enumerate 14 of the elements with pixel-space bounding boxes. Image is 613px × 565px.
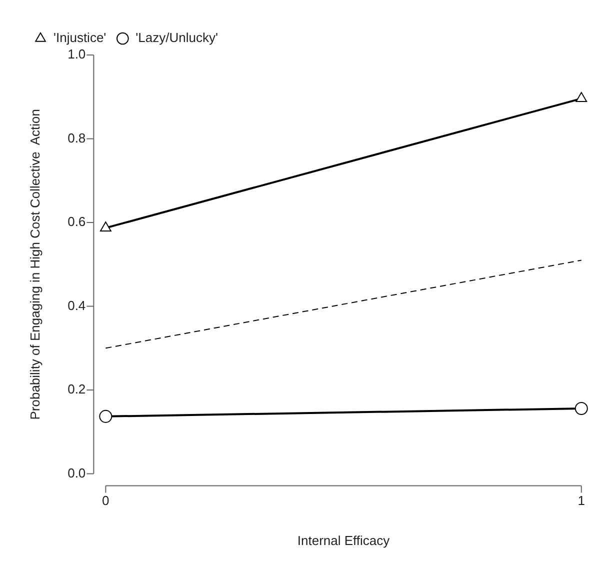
y-tick-label: 0.8 (68, 130, 86, 146)
y-tick-label: 0.2 (68, 382, 86, 397)
y-tick-label: 0.0 (68, 465, 86, 480)
point (99, 410, 112, 423)
legend-label: 'Injustice' (54, 30, 106, 46)
x-tick-label: 1 (578, 493, 585, 508)
y-tick-label: 1.0 (68, 46, 86, 62)
x-axis-title: Internal Efficacy (297, 532, 390, 548)
y-axis-title: Probability of Engaging in High Cost Collective Action (27, 109, 42, 420)
y-tick-label: 0.6 (68, 214, 86, 230)
point (574, 402, 588, 415)
legend-label: 'Lazy/Unlucky' (136, 30, 218, 46)
x-tick-label: 0 (102, 493, 110, 508)
y-tick-label: 0.4 (68, 298, 86, 313)
